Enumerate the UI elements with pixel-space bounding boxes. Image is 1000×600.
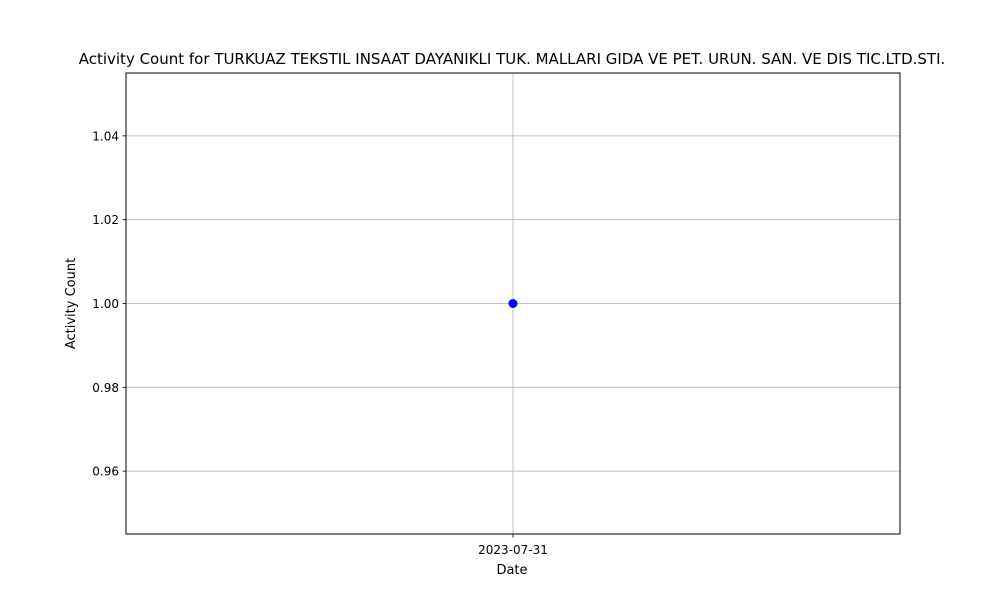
x-tick-label: 2023-07-31 [478,543,548,557]
y-tick-label: 0.98 [92,381,119,395]
x-axis-label: Date [496,563,527,578]
y-tick-label: 0.96 [92,465,119,479]
y-axis-label: Activity Count [64,258,79,349]
series-layer [508,299,518,308]
y-axis-ticks: 0.96 0.98 1.00 1.02 1.04 [92,129,126,479]
y-tick-label: 1.02 [92,213,119,227]
chart-title: Activity Count for TURKUAZ TEKSTIL INSAA… [79,50,946,68]
y-tick-label: 1.04 [92,129,119,143]
x-axis-ticks: 2023-07-31 [478,534,548,557]
y-tick-label: 1.00 [92,297,119,311]
data-point [508,299,518,308]
